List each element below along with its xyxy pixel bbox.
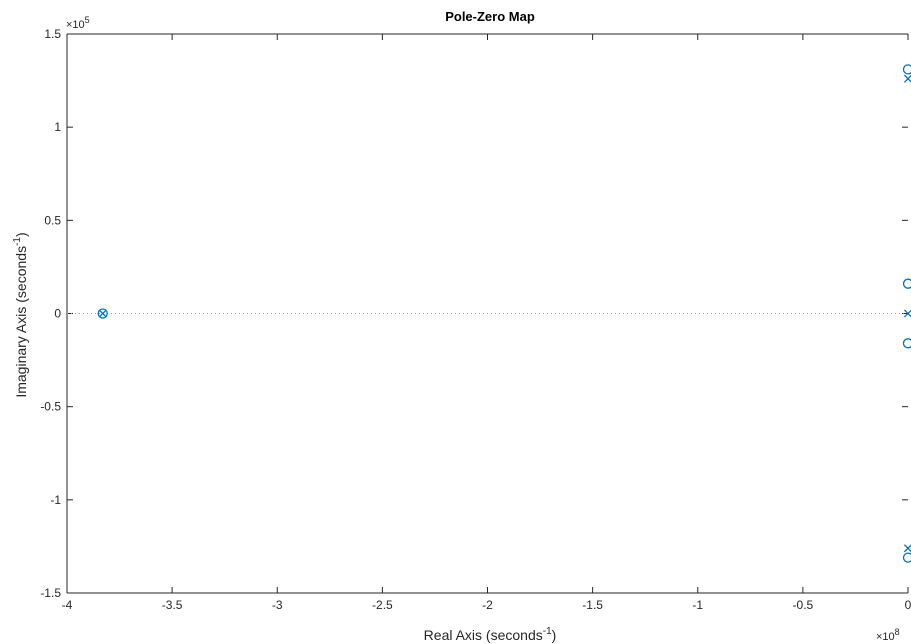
x-tick-label: -1.5 (582, 598, 603, 612)
pole-marker-stroke (903, 309, 911, 318)
x-axis-multiplier: ×108 (876, 627, 900, 643)
x-tick-label: -3.5 (162, 598, 183, 612)
x-tick-label: -1 (692, 598, 703, 612)
y-tick-label: 1.5 (44, 27, 61, 41)
pole-marker-stroke (903, 544, 911, 553)
x-tick-label: -2.5 (372, 598, 393, 612)
x-tick-label: -0.5 (793, 598, 814, 612)
pole-marker (903, 309, 911, 318)
zero-marker (97, 308, 108, 319)
zero-marker (902, 64, 911, 75)
pole-marker-stroke (903, 74, 911, 83)
y-tick-label: -1.5 (40, 586, 61, 600)
y-axis-multiplier: ×105 (66, 15, 90, 31)
y-tick-label: 0 (54, 307, 61, 321)
x-tick-label: -2 (482, 598, 493, 612)
y-tick-label: -0.5 (40, 400, 61, 414)
zero-marker (902, 278, 911, 289)
chart-title: Pole-Zero Map (445, 9, 535, 24)
pole-marker (903, 544, 911, 553)
x-axis-label: Real Axis (seconds-1) (424, 626, 557, 643)
plot-marks (97, 64, 911, 563)
axes: -4 -3.5 -3 -2.5 -2 -1.5 -1 -0.5 0 -1.5 -1 -0.5 0 0.5 1… (40, 27, 911, 612)
y-tick-label: -1 (50, 493, 61, 507)
y-axis-label: Imaginary Axis (seconds-1) (12, 232, 29, 397)
zero-marker (902, 552, 911, 563)
x-tick-label: 0 (905, 598, 911, 612)
zero-marker (902, 338, 911, 349)
x-tick-label: -4 (62, 598, 73, 612)
x-tick-label: -3 (272, 598, 283, 612)
y-tick-label: 1 (54, 120, 61, 134)
pole-marker-stroke (98, 309, 107, 318)
y-tick-label: 0.5 (44, 213, 61, 227)
pole-marker (98, 309, 107, 318)
pole-marker (903, 74, 911, 83)
